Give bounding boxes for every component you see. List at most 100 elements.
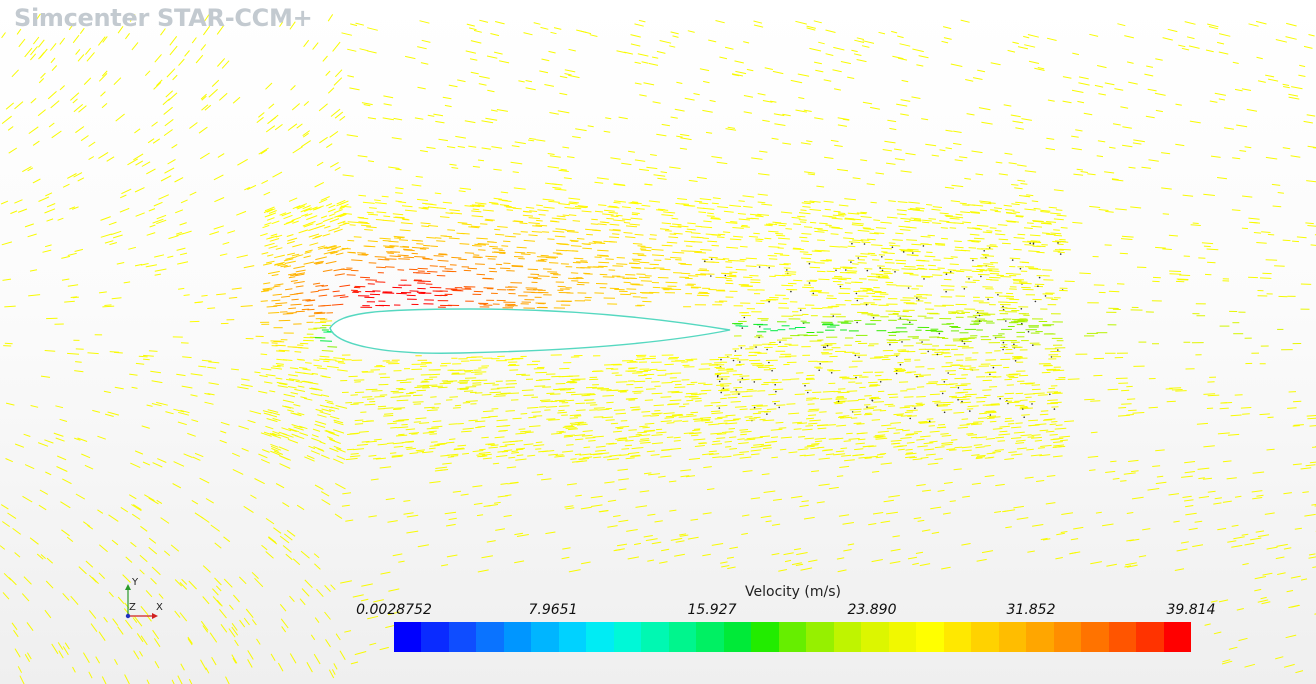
velocity-vector — [1056, 214, 1067, 217]
velocity-vector — [657, 177, 667, 180]
velocity-vector — [814, 117, 824, 120]
velocity-vector — [1007, 423, 1015, 425]
velocity-vector — [708, 256, 718, 259]
velocity-vector — [1024, 208, 1036, 211]
velocity-vector — [281, 295, 291, 298]
velocity-vector — [349, 224, 356, 226]
velocity-vector — [299, 598, 306, 606]
velocity-vector — [278, 349, 290, 352]
velocity-vector — [707, 240, 718, 243]
vector-head-dot — [1014, 360, 1017, 362]
velocity-vector — [920, 235, 931, 238]
velocity-vector — [112, 618, 119, 626]
velocity-vector — [663, 412, 675, 415]
velocity-vector — [333, 419, 344, 424]
velocity-vector — [1267, 233, 1275, 236]
velocity-vector — [725, 221, 738, 224]
velocity-vector — [759, 435, 770, 438]
velocity-vector — [776, 234, 786, 237]
color-legend[interactable]: Velocity (m/s) 0.0028752 7.9651 15.927 2… — [340, 582, 1230, 662]
velocity-vector — [231, 287, 242, 290]
velocity-vector — [98, 151, 109, 159]
velocity-vector — [866, 406, 877, 408]
velocity-vector — [14, 101, 24, 110]
velocity-vector — [225, 676, 230, 684]
velocity-vector — [520, 430, 532, 433]
vector-head-dot — [1005, 320, 1007, 322]
velocity-vector — [325, 429, 335, 434]
velocity-vector — [1015, 442, 1025, 444]
velocity-vector — [241, 378, 250, 381]
velocity-vector — [33, 13, 41, 24]
velocity-vector — [981, 121, 993, 125]
velocity-vector — [426, 427, 439, 430]
velocity-vector — [151, 403, 162, 407]
velocity-vector — [478, 249, 486, 251]
velocity-vector — [381, 195, 389, 198]
velocity-vector — [295, 285, 304, 288]
velocity-vector — [886, 162, 896, 165]
velocity-vector — [42, 249, 52, 253]
velocity-vector — [426, 409, 438, 412]
velocity-vector — [1007, 49, 1016, 53]
velocity-vector — [834, 144, 843, 147]
velocity-vector — [772, 221, 782, 224]
velocity-vector — [536, 204, 543, 207]
velocity-vector — [599, 255, 609, 257]
velocity-vector — [893, 445, 904, 448]
velocity-vector — [862, 227, 871, 229]
velocity-vector — [1050, 438, 1060, 441]
velocity-vector — [539, 399, 551, 401]
velocity-vector — [167, 255, 174, 258]
velocity-vector — [771, 553, 780, 556]
velocity-vector — [863, 228, 875, 230]
velocity-vector — [17, 208, 28, 213]
velocity-vector — [643, 472, 652, 475]
velocity-vector — [170, 544, 180, 552]
velocity-vector — [484, 219, 493, 222]
velocity-vector — [650, 454, 660, 456]
velocity-vector — [1020, 406, 1029, 409]
velocity-vector — [1224, 127, 1234, 130]
velocity-vector — [646, 166, 658, 170]
velocity-vector — [602, 213, 614, 216]
velocity-vector — [411, 433, 418, 435]
velocity-vector — [847, 245, 856, 248]
velocity-vector — [282, 502, 290, 508]
velocity-vector — [465, 386, 477, 388]
velocity-vector — [808, 414, 817, 416]
velocity-vector — [594, 181, 604, 184]
velocity-vector — [303, 304, 314, 307]
velocity-vector — [366, 211, 374, 214]
velocity-vector — [800, 567, 813, 571]
vector-head-dot — [1027, 330, 1030, 333]
velocity-vector — [992, 451, 1001, 453]
velocity-vector — [988, 202, 996, 204]
velocity-vector — [608, 443, 617, 445]
velocity-vector — [1308, 34, 1315, 37]
velocity-vector — [1053, 441, 1063, 443]
colorbar-swatch — [421, 622, 449, 652]
velocity-vector — [920, 456, 929, 459]
velocity-vector — [671, 413, 683, 416]
velocity-vector — [837, 212, 846, 214]
velocity-vector — [868, 523, 877, 526]
velocity-vector — [201, 104, 209, 111]
vector-head-dot — [1057, 242, 1059, 244]
velocity-vector — [897, 213, 907, 216]
velocity-vector — [51, 643, 59, 655]
y-axis-label: Y — [131, 577, 139, 588]
velocity-vector — [729, 238, 742, 241]
velocity-vector — [875, 456, 884, 459]
velocity-vector — [953, 142, 962, 146]
velocity-vector — [816, 185, 825, 188]
velocity-vector — [190, 394, 198, 397]
velocity-vector — [875, 227, 887, 229]
velocity-vector — [542, 231, 550, 233]
axis-triad[interactable]: Y Z X — [110, 572, 180, 628]
velocity-vector — [1021, 414, 1030, 416]
velocity-vector — [366, 226, 377, 229]
velocity-vector — [564, 434, 575, 437]
velocity-vector — [299, 367, 308, 369]
